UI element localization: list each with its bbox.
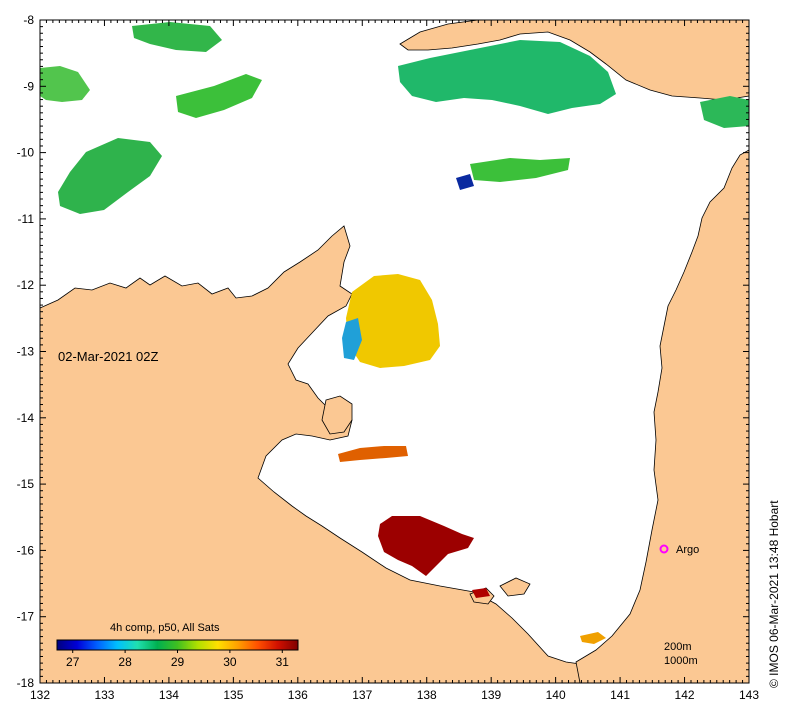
lon-tick-label: 140 <box>546 688 566 702</box>
lat-tick-label: -18 <box>17 676 35 690</box>
sst-patch-small-red <box>472 588 490 598</box>
land-groote-eylandt <box>321 395 353 435</box>
sst-patch-arafura <box>398 40 616 114</box>
sst-patch-north-3 <box>58 138 162 214</box>
land-layer <box>39 19 750 684</box>
lon-tick-label: 142 <box>675 688 695 702</box>
date-label: 02-Mar-2021 02Z <box>58 349 158 364</box>
land-mornington-island <box>499 577 531 597</box>
sst-patch-small-orange <box>580 632 606 644</box>
sst-layer <box>40 22 749 644</box>
legend-colour-bar <box>56 639 299 651</box>
argo-label: Argo <box>676 544 699 556</box>
lat-tick-label: -10 <box>17 146 35 160</box>
legend-tick-label: 31 <box>276 655 290 669</box>
lat-tick-label: -14 <box>17 411 35 425</box>
lat-tick-label: -12 <box>17 278 35 292</box>
lat-tick-label: -15 <box>17 477 35 491</box>
lon-tick-label: 136 <box>288 688 308 702</box>
lat-tick-label: -8 <box>23 13 34 27</box>
legend-tick-label: 27 <box>66 655 80 669</box>
lat-tick-label: -13 <box>17 345 35 359</box>
sst-patch-north-1 <box>132 22 222 52</box>
sst-patch-northwest <box>40 66 90 102</box>
lat-tick-label: -16 <box>17 543 35 557</box>
legend-tick-label: 30 <box>223 655 237 669</box>
credit-text: © IMOS 06-Mar-2021 13:48 Hobart <box>767 500 781 688</box>
legend-title: 4h comp, p50, All Sats <box>110 622 220 634</box>
legend-tick-label: 28 <box>118 655 132 669</box>
sst-patch-blue <box>456 174 474 190</box>
land-northern-territory <box>39 225 581 684</box>
latitude-axis: -8 -9 -10 -11 -12 -13 -14 -15 -16 -17 -18 <box>17 13 749 690</box>
lon-tick-label: 137 <box>352 688 372 702</box>
sst-patch-orange-streak <box>338 446 408 462</box>
legend-tick-labels: 27 28 29 30 31 <box>66 650 289 669</box>
colour-legend: 4h comp, p50, All Sats 27 28 29 30 31 <box>56 622 299 669</box>
sst-patch-south-hot <box>378 516 474 576</box>
sst-patch-gulf-cool <box>342 318 362 360</box>
lon-tick-label: 133 <box>94 688 114 702</box>
argo-float-icon <box>659 544 669 554</box>
lon-tick-label: 143 <box>739 688 759 702</box>
legend-tick-label: 29 <box>171 655 185 669</box>
lon-tick-label: 138 <box>417 688 437 702</box>
sst-patch-north-2 <box>176 74 262 118</box>
sst-patch-central-streak <box>470 158 570 182</box>
depth-label-200m: 200m <box>664 641 692 653</box>
sst-patch-arafura-east <box>700 96 749 128</box>
legend-gradient <box>56 639 299 651</box>
depth-label-1000m: 1000m <box>664 655 698 667</box>
lat-tick-label: -9 <box>23 79 34 93</box>
lat-tick-label: -11 <box>18 212 35 226</box>
argo-marker: Argo <box>659 544 699 556</box>
lon-tick-label: 141 <box>610 688 630 702</box>
longitude-axis: 132 133 134 135 136 137 138 139 140 141 142 143 <box>30 20 759 702</box>
sst-patch-gulf-yellow <box>346 274 440 368</box>
land-cape-york <box>575 149 750 684</box>
lon-tick-label: 139 <box>481 688 501 702</box>
lon-tick-label: 132 <box>30 688 50 702</box>
lon-tick-label: 134 <box>159 688 179 702</box>
lon-tick-label: 135 <box>223 688 243 702</box>
depth-key: 200m 1000m <box>664 641 698 667</box>
lat-tick-label: -17 <box>17 610 35 624</box>
